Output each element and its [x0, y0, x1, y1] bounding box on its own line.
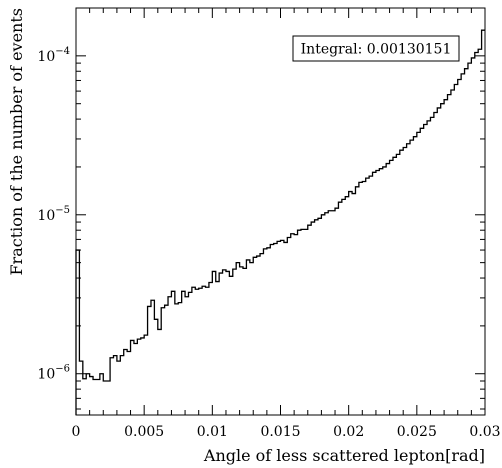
x-axis-label: Angle of less scattered lepton[rad]: [203, 446, 485, 465]
histogram-series: [75, 29, 485, 415]
x-tick-label: 0.015: [260, 424, 300, 440]
y-tick-label: 10−5: [37, 205, 70, 224]
annotation-text: Integral: 0.00130151: [301, 42, 452, 58]
x-tick-label: 0.025: [397, 424, 437, 440]
y-tick-label: 10−6: [37, 364, 70, 383]
x-tick-label: 0.01: [197, 424, 228, 440]
x-tick-label: 0.02: [333, 424, 364, 440]
y-tick-labels: 10−6 10−5 10−4: [37, 46, 70, 383]
y-axis-label: Fraction of the number of events: [7, 8, 26, 276]
integral-annotation: Integral: 0.00130151: [292, 35, 460, 62]
axis-ticks: [75, 7, 486, 415]
x-tick-label: 0.005: [124, 424, 164, 440]
x-tick-label: 0.03: [469, 424, 500, 440]
plot-border: [75, 7, 486, 416]
plot-frame: [75, 7, 486, 416]
annotation-box: [292, 35, 460, 62]
y-tick-label: 10−4: [37, 46, 70, 65]
x-tick-label: 0: [72, 424, 81, 440]
x-tick-labels: 0 0.005 0.01 0.015 0.02 0.025 0.03: [72, 424, 501, 440]
